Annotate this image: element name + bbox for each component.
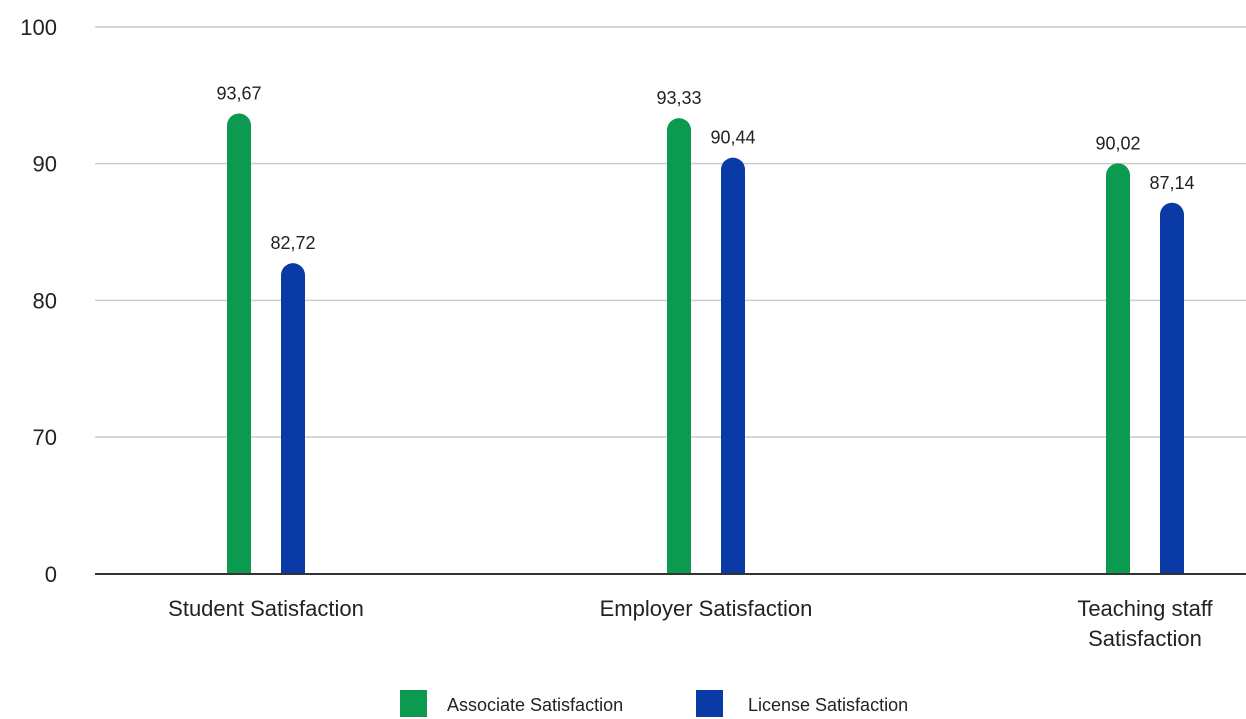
y-axis: 0 70 80 90 100 — [20, 15, 57, 587]
legend: Associate Satisfaction License Satisfacti… — [400, 690, 908, 717]
bars — [227, 113, 1184, 575]
bar-base — [281, 562, 305, 574]
bar-base — [721, 562, 745, 574]
data-label: 93,67 — [216, 84, 261, 104]
x-tick-label-line: Satisfaction — [1088, 626, 1202, 651]
y-tick-label: 90 — [33, 152, 57, 177]
data-label: 93,33 — [656, 88, 701, 108]
bar-base — [1160, 562, 1184, 574]
bar-license — [1160, 202, 1184, 574]
y-tick-label: 80 — [33, 288, 57, 313]
bar-base — [667, 562, 691, 574]
data-label: 90,02 — [1095, 133, 1140, 153]
x-tick-label: Teaching staff Satisfaction — [1077, 596, 1213, 651]
x-tick-label: Student Satisfaction — [168, 596, 364, 621]
legend-swatch-license — [696, 690, 723, 717]
data-label: 87,14 — [1149, 173, 1194, 193]
x-tick-label-line: Student Satisfaction — [168, 596, 364, 621]
legend-swatch-associate — [400, 690, 427, 717]
y-tick-label: 100 — [20, 15, 57, 40]
bar-license — [721, 157, 745, 575]
bar-license — [281, 263, 305, 574]
x-tick-label-line: Teaching staff — [1077, 596, 1213, 621]
data-label: 90,44 — [710, 128, 755, 148]
legend-label: Associate Satisfaction — [447, 695, 623, 715]
bar-associate — [667, 118, 691, 574]
bar-base — [1106, 562, 1130, 574]
bar-base — [227, 562, 251, 574]
bar-associate — [1106, 163, 1130, 575]
bar-associate — [227, 113, 251, 574]
legend-label: License Satisfaction — [748, 695, 908, 715]
data-labels: 93,67 93,33 90,02 82,72 90,44 87,14 — [216, 84, 1194, 254]
data-label: 82,72 — [270, 233, 315, 253]
y-tick-label: 70 — [33, 425, 57, 450]
x-tick-label: Employer Satisfaction — [600, 596, 813, 621]
y-tick-label: 0 — [45, 562, 57, 587]
x-tick-label-line: Employer Satisfaction — [600, 596, 813, 621]
x-axis: Student Satisfaction Employer Satisfactio… — [95, 573, 1246, 651]
